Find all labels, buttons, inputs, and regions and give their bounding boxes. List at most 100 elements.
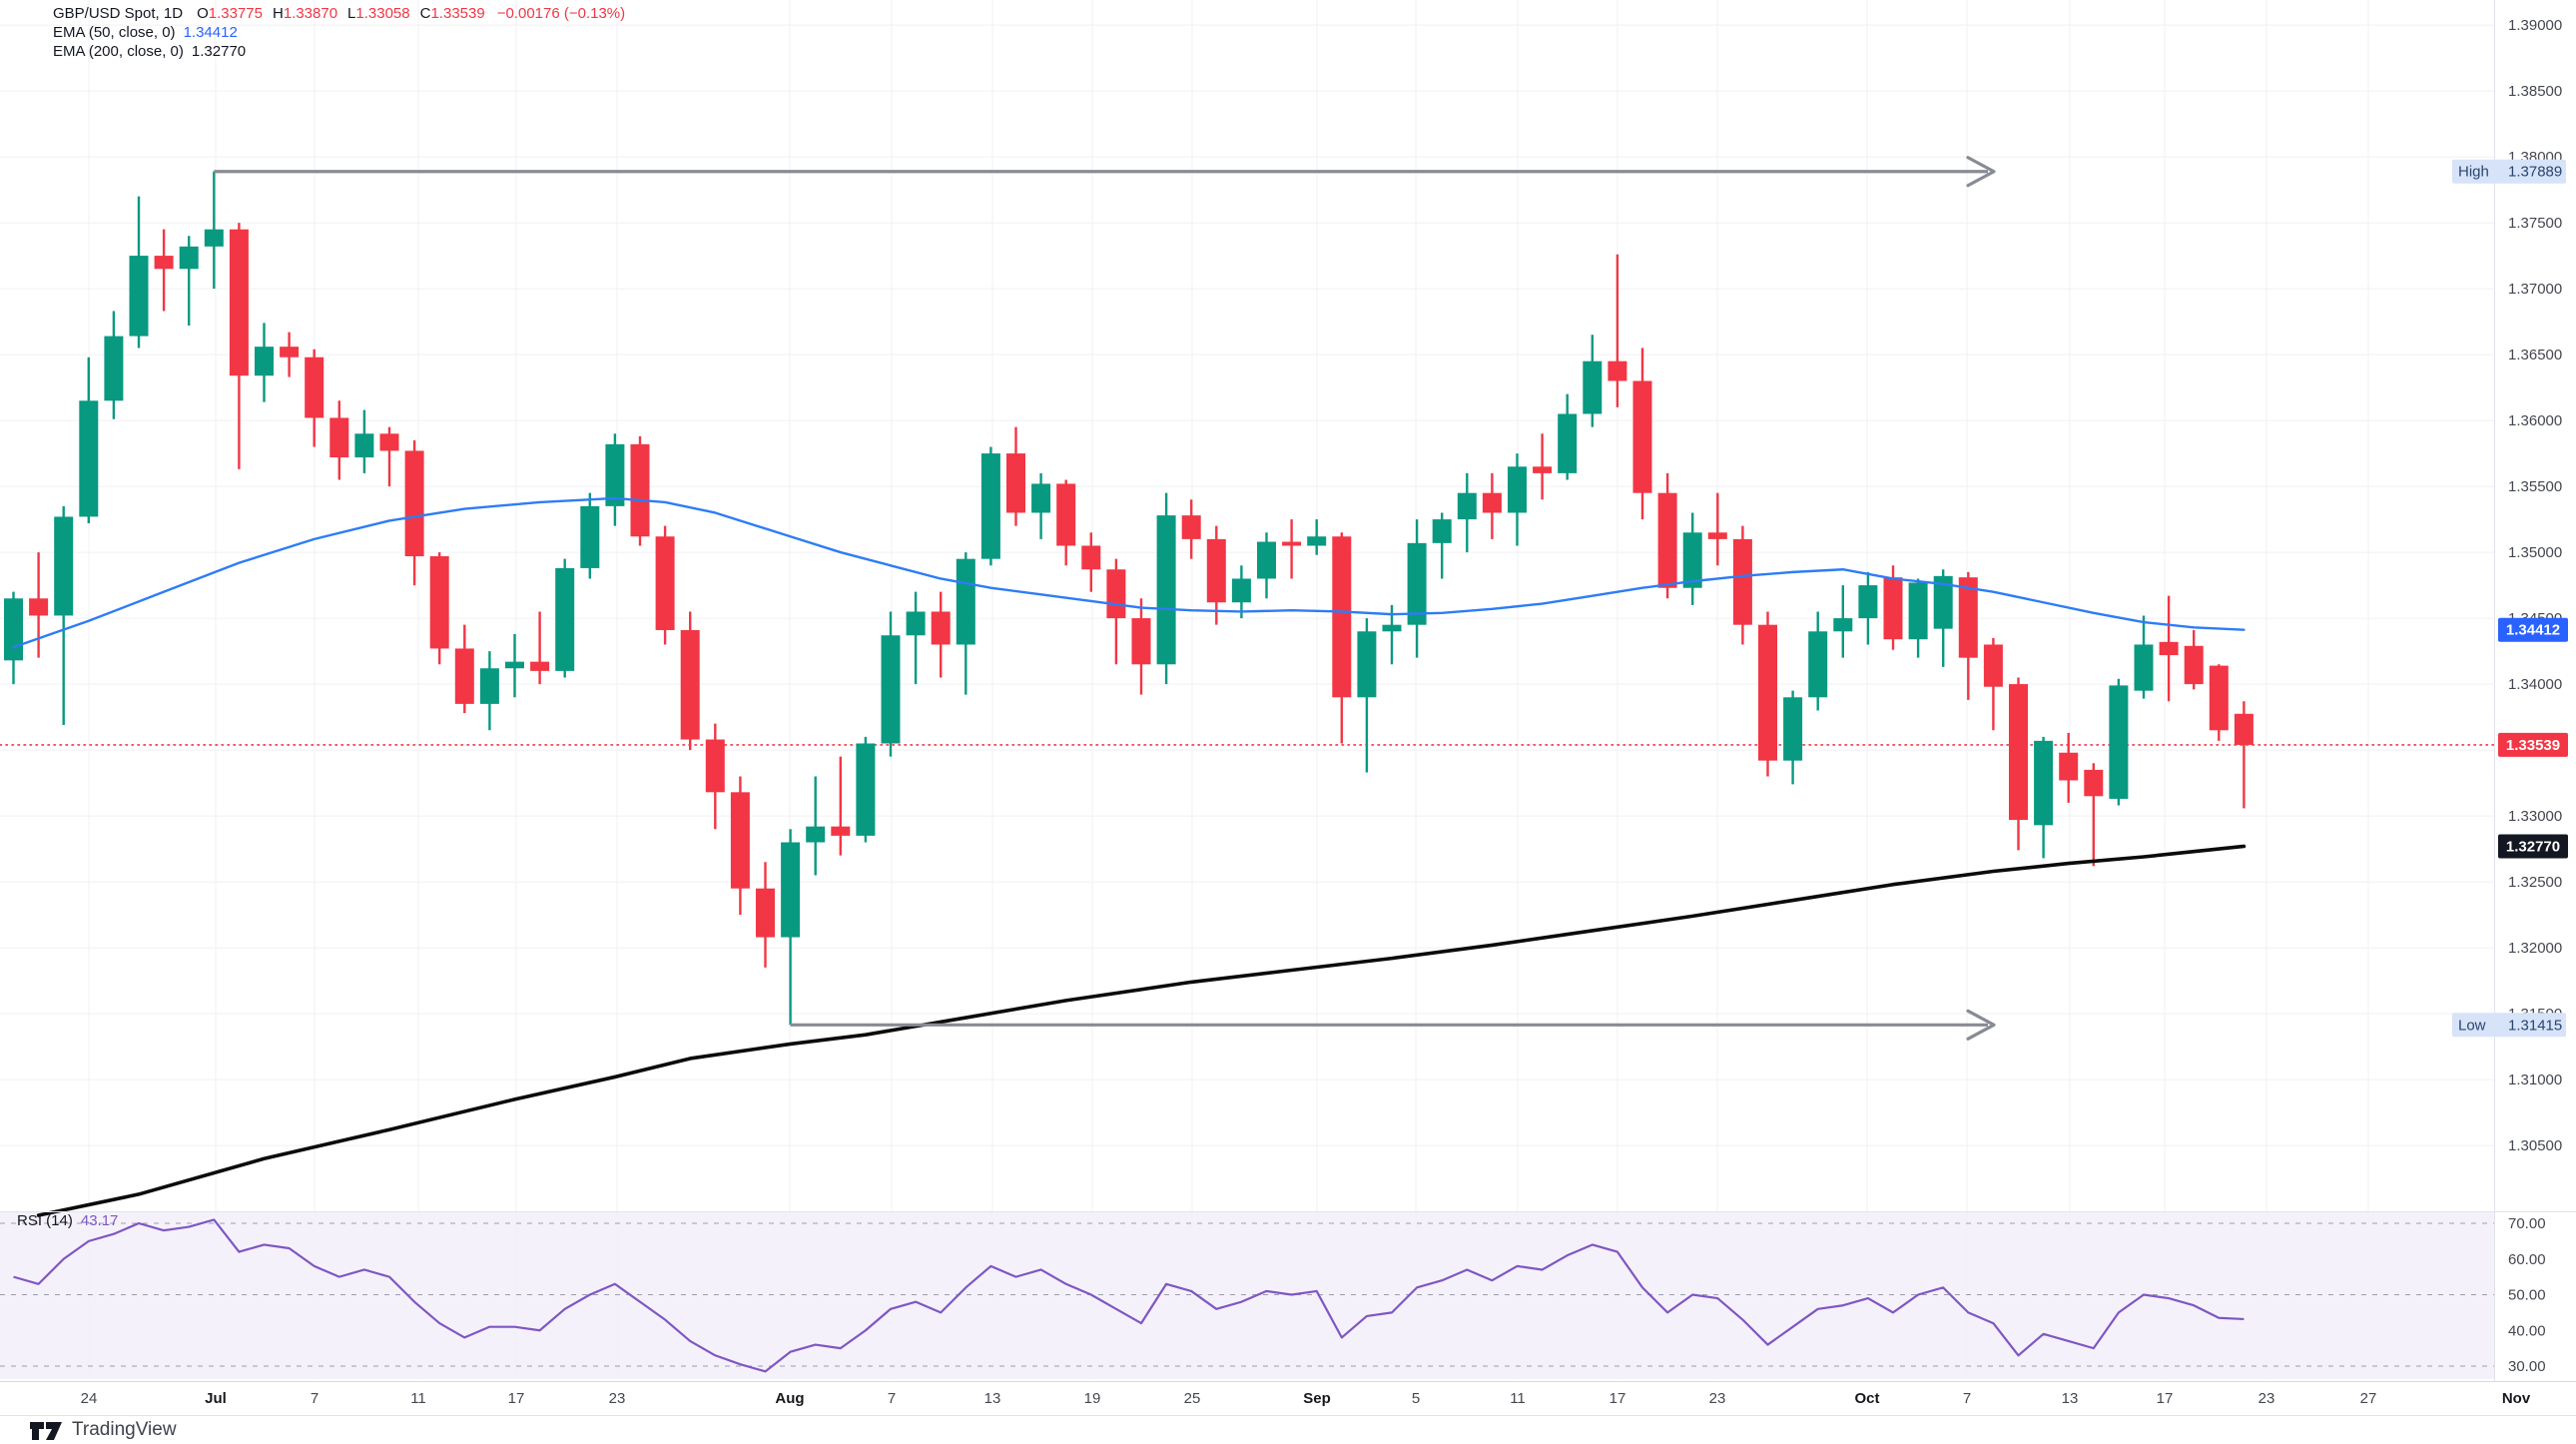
rsi-line [13,1218,2245,1373]
svg-text:1.33539: 1.33539 [2506,737,2560,754]
candle-body [1632,380,1652,493]
time-tick-month: Jul [205,1390,227,1407]
tradingview-logo[interactable]: TradingView [28,1417,177,1443]
price-tick-label: 1.37000 [2508,281,2562,298]
time-tick-day: 23 [609,1390,626,1407]
candle-body [856,743,876,836]
candle-body [630,443,650,537]
rsi-legend[interactable]: RSI (14) 43.17 [17,1212,118,1229]
time-tick-day: 17 [2157,1390,2174,1407]
candle-body [956,558,975,645]
candle-body [1808,631,1828,698]
ema50-label: EMA (50, close, 0) [53,24,176,41]
candle-body [881,635,901,744]
candle-body [505,661,524,669]
ohlc-open: O1.33775 [197,5,263,22]
price-axis[interactable]: 1.390001.385001.380001.375001.370001.365… [2452,0,2568,1376]
time-tick-month: Aug [775,1390,804,1407]
candle-body [906,611,926,636]
candle-body [454,648,474,704]
ema50-row[interactable]: EMA (50, close, 0) 1.34412 [53,23,625,42]
rsi-tick-label: 50.00 [2508,1287,2546,1304]
candle-body [1482,492,1502,513]
candle-body [1758,624,1777,761]
candle-body [831,826,851,836]
rsi-value: 43.17 [80,1212,119,1229]
candles-series [4,171,2254,1026]
ema50-line [12,496,2246,649]
candle-body [4,598,23,661]
time-tick-day: 23 [1709,1390,1726,1407]
candle-body [1106,569,1126,619]
candle-body [1231,578,1251,603]
time-tick-day: 7 [1963,1390,1971,1407]
rsi-pane[interactable] [0,1218,2494,1373]
time-tick-day: 17 [508,1390,525,1407]
time-tick-day: 7 [311,1390,319,1407]
candle-body [1307,536,1327,546]
change-value: −0.00176 (−0.13%) [496,5,626,22]
candle-body [680,629,700,740]
candle-body [1958,577,1978,658]
last-price-badge: 1.33539 [2498,732,2568,757]
candle-body [1257,541,1276,579]
symbol-title[interactable]: GBP/USD Spot, 1D [53,5,184,22]
candle-body [379,433,399,451]
candle-body [1983,644,2003,687]
candle-body [1732,538,1752,625]
time-tick-day: 11 [410,1390,426,1407]
time-tick-day: 17 [1610,1390,1626,1407]
candle-body [154,256,174,270]
candle-body [806,826,826,843]
ema200-row[interactable]: EMA (200, close, 0) 1.32770 [53,42,625,61]
price-tick-label: 1.39000 [2508,17,2562,34]
candle-body [980,453,1000,559]
candle-body [2084,769,2104,797]
candle-body [2134,644,2154,691]
candle-body [530,661,550,671]
candle-body [1858,585,1878,619]
candle-body [1783,697,1803,761]
ema50-value: 1.34412 [183,24,238,41]
time-axis[interactable]: 24 Jul 7 11 17 23 Aug 7 13 19 25 Sep 5 11 17 23 Oct 7 13 17… [81,1390,2531,1407]
candle-body [29,598,49,616]
time-tick-month: Nov [2502,1390,2531,1407]
time-tick-day: 13 [2062,1390,2079,1407]
candle-body [2209,665,2229,731]
candle-body [329,417,349,458]
time-tick-day: 27 [2360,1390,2377,1407]
candle-body [1933,575,1953,629]
time-tick-month: Oct [1854,1390,1879,1407]
candle-body [2184,645,2204,685]
tradingview-logo-icon [30,1422,62,1440]
candle-body [1707,532,1727,539]
rsi-tick-label: 30.00 [2508,1358,2546,1375]
rsi-tick-label: 40.00 [2508,1322,2546,1339]
candle-body [1558,413,1578,473]
candle-body [2109,685,2129,799]
ohlc-high: H1.33870 [272,5,338,22]
main-pane[interactable] [0,171,2495,1217]
ohlc-low: L1.33058 [347,5,410,22]
candle-body [129,256,149,337]
price-tick-label: 1.38500 [2508,83,2562,100]
price-tick-label: 1.35000 [2508,544,2562,561]
candle-body [1432,519,1452,543]
ema200-value: 1.32770 [191,43,247,60]
candle-body [104,336,124,401]
rsi-tick-label: 60.00 [2508,1251,2546,1268]
candle-body [1181,515,1201,539]
ema200-label: EMA (200, close, 0) [53,43,184,60]
candle-body [354,433,374,458]
time-tick-day: 23 [2258,1390,2275,1407]
rsi-tick-label: 70.00 [2508,1215,2546,1232]
candle-body [179,246,199,270]
candle-body [605,443,625,506]
high-low-arrows[interactable] [214,156,1996,1041]
candle-body [1131,618,1151,665]
candle-body [1457,492,1477,520]
candle-body [479,668,499,704]
